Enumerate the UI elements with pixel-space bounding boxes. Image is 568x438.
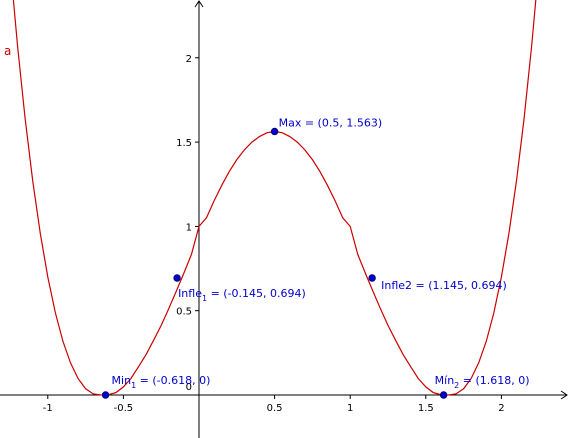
y-tick-label: 1.5 — [176, 138, 192, 149]
x-tick-label: 2 — [498, 403, 504, 414]
series-line-a — [12, 0, 537, 396]
y-tick-label: 0.5 — [176, 307, 192, 318]
origin-label: 0 — [186, 382, 192, 393]
series-label: a — [4, 44, 11, 58]
point-marker — [270, 127, 279, 136]
y-axis-arrow — [194, 0, 204, 8]
point-label: Infle1 = (-0.145, 0.694) — [178, 287, 306, 303]
point-label: Min1 = (-0.618, 0) — [112, 374, 211, 390]
y-ticks: 0.5 1 1.5 2 — [176, 54, 199, 318]
point-marker — [368, 274, 376, 282]
x-axis-arrow — [560, 390, 568, 400]
point-marker — [101, 391, 110, 399]
points: Min1 = (-0.618, 0) Infle1 = (-0.145, 0.69… — [101, 116, 530, 399]
x-tick-label: 0.5 — [267, 403, 283, 414]
point-label: Max = (0.5, 1.563) — [279, 116, 383, 129]
x-tick-label: -0.5 — [114, 403, 134, 414]
x-tick-label: 1 — [347, 403, 353, 414]
x-ticks: -1 -0.5 0.5 1 1.5 2 — [43, 395, 505, 414]
point-marker — [439, 391, 448, 399]
y-tick-label: 2 — [186, 54, 192, 65]
y-tick-label: 1 — [186, 222, 192, 233]
x-tick-label: 1.5 — [418, 403, 434, 414]
x-tick-label: -1 — [43, 403, 53, 414]
curves: a — [4, 0, 537, 396]
point-label: Infle2 = (1.145, 0.694) — [381, 279, 507, 292]
point-marker — [173, 274, 181, 282]
point-label: Mín2 = (1.618, 0) — [435, 374, 530, 390]
